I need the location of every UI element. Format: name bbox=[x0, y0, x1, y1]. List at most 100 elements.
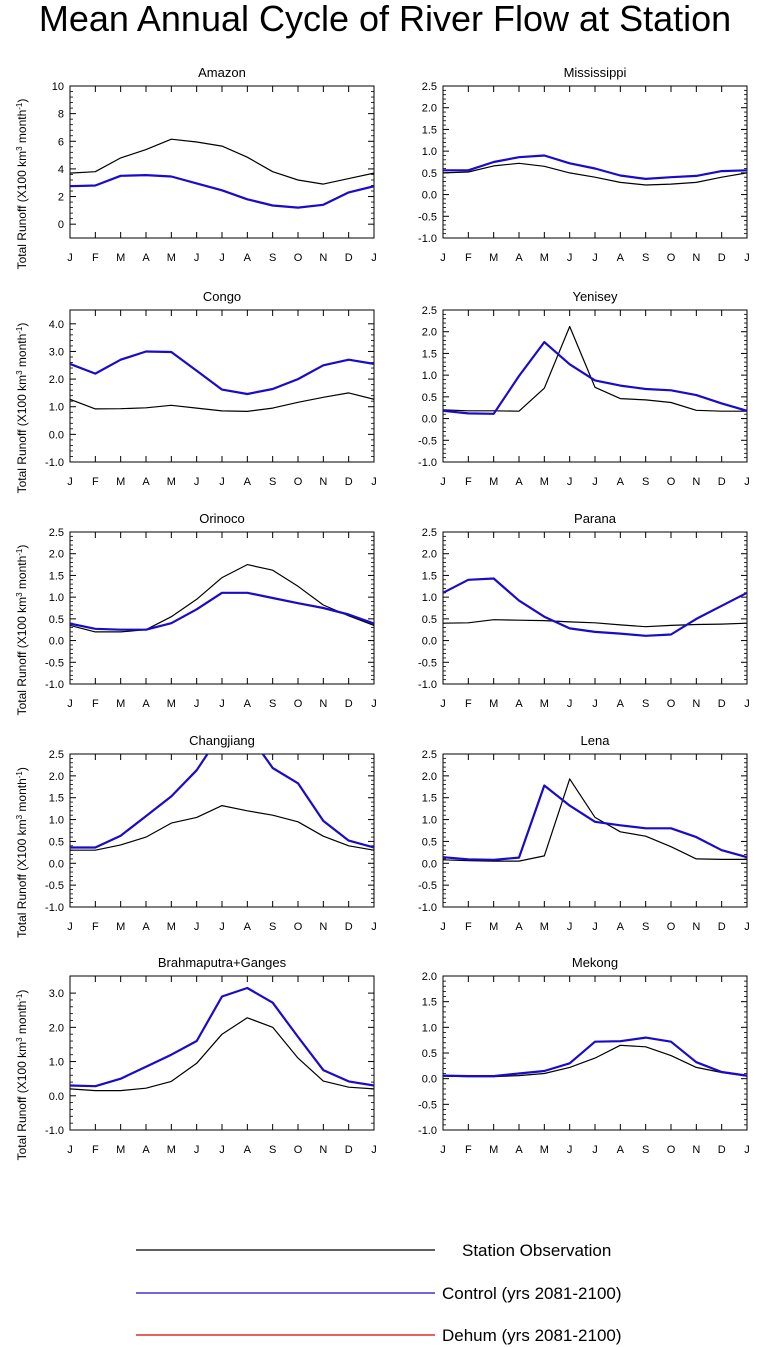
panel-title: Changjiang bbox=[189, 733, 255, 748]
x-tick-label: S bbox=[269, 252, 276, 264]
x-tick-label: N bbox=[319, 1144, 327, 1156]
y-tick-label: -1.0 bbox=[418, 902, 437, 914]
x-tick-label: N bbox=[319, 252, 327, 264]
x-tick-label: J bbox=[194, 921, 200, 933]
x-tick-label: F bbox=[465, 698, 472, 710]
x-tick-label: J bbox=[194, 698, 200, 710]
y-axis-label: Total Runoff (X100 km3 month-1) bbox=[15, 323, 30, 494]
x-tick-label: A bbox=[142, 698, 150, 710]
y-axis-label-part: ) bbox=[15, 990, 29, 994]
x-tick-label: J bbox=[567, 698, 573, 710]
y-tick-label: 2.0 bbox=[422, 971, 437, 983]
x-tick-label: D bbox=[718, 1144, 726, 1156]
x-tick-label: A bbox=[515, 698, 523, 710]
y-tick-label: 2.0 bbox=[49, 549, 64, 561]
series-control-line bbox=[443, 577, 747, 637]
plot-frame bbox=[442, 753, 748, 908]
x-tick-label: M bbox=[167, 476, 176, 488]
x-tick-label: S bbox=[642, 1144, 649, 1156]
x-tick-label: S bbox=[269, 1144, 276, 1156]
series-control-line bbox=[443, 154, 747, 180]
x-tick-label: F bbox=[92, 698, 99, 710]
y-tick-label: -1.0 bbox=[418, 457, 437, 469]
x-tick-label: M bbox=[489, 476, 498, 488]
x-tick-label: O bbox=[294, 476, 303, 488]
y-axis-label-part: Total Runoff (X100 km bbox=[15, 151, 29, 270]
y-tick-label: 2 bbox=[58, 192, 64, 204]
y-tick-label: 1.5 bbox=[49, 793, 64, 805]
y-axis-label: Total Runoff (X100 km3 month-1) bbox=[15, 99, 30, 270]
x-tick-label: J bbox=[440, 1144, 446, 1156]
y-tick-label: 0.0 bbox=[49, 429, 64, 441]
y-axis-label-part: Total Runoff (X100 km bbox=[15, 819, 29, 938]
x-tick-label: J bbox=[744, 1144, 750, 1156]
x-tick-label: A bbox=[515, 1144, 523, 1156]
x-tick-label: D bbox=[345, 476, 353, 488]
panel-lena: Lena -1.0 -0.5 0.0 0.5 1.0 1.5 2.0 2.5 J F M A M J J A S O… bbox=[418, 733, 750, 933]
plot-frame bbox=[442, 85, 748, 239]
x-tick-label: M bbox=[540, 476, 549, 488]
x-tick-label: N bbox=[692, 1144, 700, 1156]
x-tick-label: J bbox=[219, 1144, 225, 1156]
x-tick-label: F bbox=[465, 1144, 472, 1156]
x-tick-label: F bbox=[92, 252, 99, 264]
y-tick-label: 1.0 bbox=[49, 592, 64, 604]
y-tick-label: 0.0 bbox=[422, 190, 437, 202]
y-axis-label-part: Total Runoff (X100 km bbox=[15, 597, 29, 716]
y-tick-label: 1.5 bbox=[422, 570, 437, 582]
x-tick-label: J bbox=[371, 476, 377, 488]
x-tick-label: J bbox=[371, 1144, 377, 1156]
y-tick-label: -0.5 bbox=[418, 1099, 437, 1111]
y-tick-label: -0.5 bbox=[45, 880, 64, 892]
panel-title: Mekong bbox=[572, 955, 618, 970]
y-tick-label: 2.5 bbox=[422, 305, 437, 317]
panel-mekong: Mekong -1.0 -0.5 0.0 0.5 1.0 1.5 2.0 J F M A M J J A S O N… bbox=[418, 955, 750, 1156]
y-axis-label-part: 3 bbox=[15, 592, 24, 597]
x-tick-label: M bbox=[167, 921, 176, 933]
x-tick-label: J bbox=[440, 698, 446, 710]
y-tick-label: 1.0 bbox=[422, 815, 437, 827]
y-tick-label: 1.0 bbox=[49, 402, 64, 414]
x-tick-label: J bbox=[219, 476, 225, 488]
y-tick-label: -1.0 bbox=[418, 679, 437, 691]
y-tick-label: 4 bbox=[58, 164, 64, 176]
x-tick-label: J bbox=[440, 476, 446, 488]
x-tick-label: D bbox=[718, 698, 726, 710]
y-axis-label-part: -1 bbox=[15, 771, 24, 779]
y-tick-label: 1.0 bbox=[422, 592, 437, 604]
y-tick-label: -0.5 bbox=[45, 657, 64, 669]
x-tick-label: S bbox=[642, 476, 649, 488]
x-tick-label: J bbox=[440, 921, 446, 933]
panel-title: Congo bbox=[203, 289, 241, 304]
x-tick-label: J bbox=[744, 252, 750, 264]
x-tick-label: J bbox=[67, 252, 73, 264]
y-tick-label: 0.0 bbox=[422, 1074, 437, 1086]
y-tick-label: 0.0 bbox=[422, 414, 437, 426]
y-tick-label: 2.0 bbox=[422, 327, 437, 339]
series-control-line bbox=[70, 174, 374, 209]
y-tick-label: 1.0 bbox=[422, 1022, 437, 1034]
x-tick-label: J bbox=[194, 1144, 200, 1156]
y-axis-label-part: month bbox=[15, 334, 29, 371]
panel-title: Mississippi bbox=[564, 65, 627, 80]
y-axis-label-part: ) bbox=[15, 99, 29, 103]
y-axis-label-part: 3 bbox=[15, 146, 24, 151]
y-tick-label: -0.5 bbox=[418, 211, 437, 223]
panels: Amazon 0 2 4 6 8 10 J F M A M J J A S O N D J Total Runoff (… bbox=[15, 65, 750, 1160]
x-tick-label: O bbox=[667, 476, 676, 488]
y-tick-label: -1.0 bbox=[45, 457, 64, 469]
x-tick-label: M bbox=[540, 921, 549, 933]
series-obs-line bbox=[443, 619, 747, 628]
y-tick-label: 0.5 bbox=[422, 836, 437, 848]
y-axis-label: Total Runoff (X100 km3 month-1) bbox=[15, 545, 30, 716]
x-tick-label: J bbox=[371, 698, 377, 710]
plot-frame bbox=[442, 975, 748, 1131]
x-tick-label: M bbox=[167, 1144, 176, 1156]
x-tick-label: A bbox=[617, 1144, 625, 1156]
x-tick-label: F bbox=[92, 476, 99, 488]
y-tick-label: 0.0 bbox=[49, 858, 64, 870]
x-tick-label: J bbox=[219, 252, 225, 264]
x-tick-label: F bbox=[92, 1144, 99, 1156]
panel-yenisey: Yenisey -1.0 -0.5 0.0 0.5 1.0 1.5 2.0 2.5 J F M A M J J… bbox=[418, 289, 750, 488]
legend: Station Observation Control (yrs 2081-21… bbox=[136, 1241, 622, 1345]
